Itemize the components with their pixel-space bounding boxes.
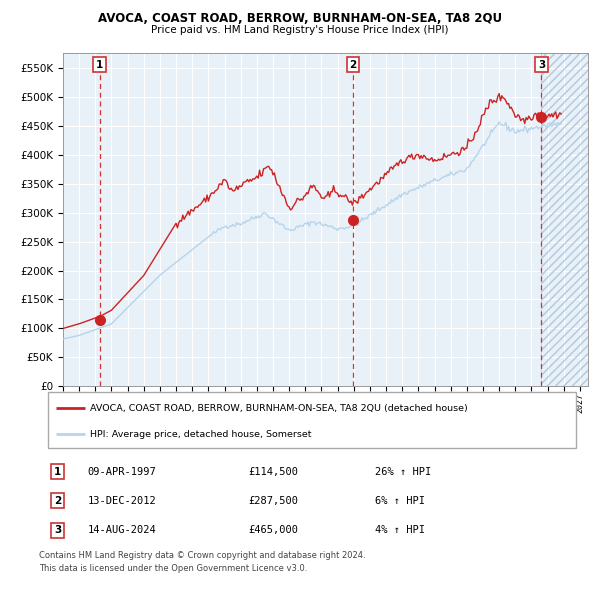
Text: AVOCA, COAST ROAD, BERROW, BURNHAM-ON-SEA, TA8 2QU (detached house): AVOCA, COAST ROAD, BERROW, BURNHAM-ON-SE…: [90, 404, 468, 412]
Text: This data is licensed under the Open Government Licence v3.0.: This data is licensed under the Open Gov…: [39, 564, 307, 573]
Text: £465,000: £465,000: [248, 525, 299, 535]
Text: 1: 1: [96, 60, 103, 70]
Text: 13-DEC-2012: 13-DEC-2012: [88, 496, 157, 506]
Text: 6% ↑ HPI: 6% ↑ HPI: [376, 496, 425, 506]
Text: 3: 3: [538, 60, 545, 70]
Text: 14-AUG-2024: 14-AUG-2024: [88, 525, 157, 535]
Text: AVOCA, COAST ROAD, BERROW, BURNHAM-ON-SEA, TA8 2QU: AVOCA, COAST ROAD, BERROW, BURNHAM-ON-SE…: [98, 12, 502, 25]
Bar: [541, 53, 588, 386]
Text: Contains HM Land Registry data © Crown copyright and database right 2024.: Contains HM Land Registry data © Crown c…: [39, 550, 365, 559]
Bar: [541, 53, 588, 386]
Text: £287,500: £287,500: [248, 496, 299, 506]
Text: £114,500: £114,500: [248, 467, 299, 477]
Text: 2: 2: [349, 60, 356, 70]
Text: 26% ↑ HPI: 26% ↑ HPI: [376, 467, 431, 477]
Text: 09-APR-1997: 09-APR-1997: [88, 467, 157, 477]
Text: 2: 2: [54, 496, 61, 506]
Text: 4% ↑ HPI: 4% ↑ HPI: [376, 525, 425, 535]
Text: Price paid vs. HM Land Registry's House Price Index (HPI): Price paid vs. HM Land Registry's House …: [151, 25, 449, 35]
Text: 3: 3: [54, 525, 61, 535]
Text: HPI: Average price, detached house, Somerset: HPI: Average price, detached house, Some…: [90, 430, 312, 439]
Text: 1: 1: [54, 467, 61, 477]
